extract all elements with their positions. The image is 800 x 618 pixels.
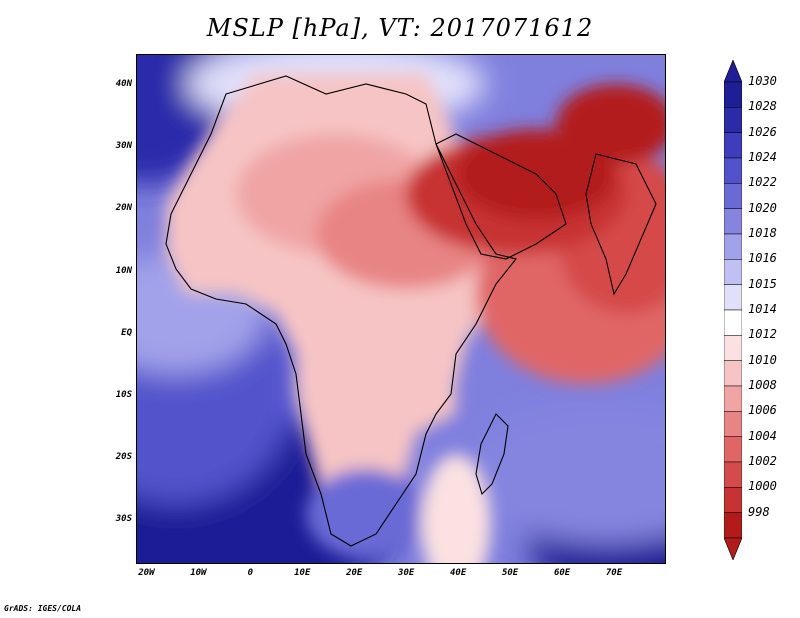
colorbar-swatch	[724, 284, 742, 311]
africa-coastline	[165, 75, 517, 547]
colorbar-swatch	[724, 208, 742, 235]
mozambique-channel	[421, 454, 491, 564]
lon-label: 0	[247, 568, 254, 578]
lat-label: 10N	[115, 265, 132, 276]
indian-ocean-ring	[466, 404, 666, 544]
pakistan-low	[556, 84, 666, 164]
colorbar-swatch	[724, 132, 742, 159]
arabia-coastline	[435, 133, 567, 260]
colorbar-swatch	[724, 157, 742, 184]
lon-label: 20E	[346, 568, 363, 578]
colorbar-swatch	[724, 309, 742, 336]
colorbar-label: 1002	[748, 454, 777, 468]
lat-label: 20S	[115, 452, 132, 463]
lon-label: 70E	[605, 568, 623, 578]
lon-label: 40E	[450, 568, 467, 578]
colorbar-label: 1006	[748, 403, 777, 418]
colorbar-swatch	[724, 259, 742, 285]
colorbar-label: 1016	[748, 251, 777, 266]
colorbar-label: 1000	[748, 479, 777, 494]
lat-label: EQ	[121, 327, 132, 338]
colorbar-label: 1020	[748, 200, 777, 215]
colorbar-swatch	[724, 360, 742, 387]
congo-basin	[306, 294, 426, 414]
colorbar-label: 1028	[748, 99, 777, 114]
india-coastline	[585, 153, 657, 296]
colorbar	[724, 60, 742, 560]
lat-label: 40N	[115, 79, 132, 90]
lon-label: 30E	[398, 568, 415, 578]
colorbar-label: 1008	[748, 378, 777, 392]
colorbar-bottom-arrow	[724, 537, 742, 560]
lat-label: 30S	[115, 514, 132, 525]
colorbar-swatch	[724, 411, 742, 437]
colorbar-label: 1014	[748, 302, 777, 316]
colorbar-label: 1022	[748, 175, 777, 190]
colorbar-swatch	[724, 385, 742, 412]
colorbar-label: 998	[748, 504, 770, 519]
colorbar-label: 1024	[748, 150, 777, 164]
lon-label: 50E	[501, 568, 519, 578]
colorbar-label: 1004	[748, 428, 777, 443]
colorbar-label: 1030	[748, 74, 777, 88]
colorbar-swatch	[724, 512, 742, 539]
colorbar-label: 1026	[748, 124, 777, 139]
map-title: MSLP [hPa], VT: 2017071612	[206, 14, 594, 42]
lat-label: 20N	[115, 203, 132, 214]
colorbar-label: 1012	[748, 327, 777, 342]
colorbar-swatch	[724, 461, 742, 488]
colorbar-swatch	[724, 233, 742, 260]
colorbar-label: 1018	[748, 226, 777, 240]
software-credit: GrADS: IGES/COLA	[4, 604, 82, 613]
southern-africa-high	[306, 469, 426, 559]
colorbar-top-arrow	[724, 60, 742, 83]
lat-label: 30N	[115, 141, 132, 152]
colorbar-swatch	[724, 487, 742, 513]
lon-label: 60E	[553, 568, 571, 578]
pressure-map	[136, 54, 666, 564]
pressure-field	[136, 54, 666, 564]
colorbar-swatch	[724, 183, 742, 209]
colorbar-swatch	[724, 107, 742, 133]
colorbar-label: 1015	[748, 276, 777, 291]
lon-label: 20W	[138, 568, 155, 578]
colorbar-swatch	[724, 335, 742, 361]
lat-label: 10S	[115, 390, 132, 401]
madagascar-coastline	[475, 413, 509, 496]
colorbar-swatch	[724, 436, 742, 463]
lon-label: 10E	[294, 568, 311, 578]
lon-label: 10W	[190, 568, 207, 578]
colorbar-label: 1010	[748, 352, 777, 367]
colorbar-swatch	[724, 81, 742, 108]
